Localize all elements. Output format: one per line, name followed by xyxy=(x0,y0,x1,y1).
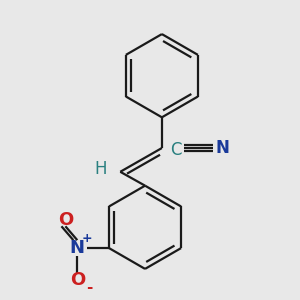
Text: N: N xyxy=(70,239,85,257)
Text: -: - xyxy=(86,280,92,295)
Text: H: H xyxy=(94,160,107,178)
Text: C: C xyxy=(170,141,182,159)
Text: +: + xyxy=(82,232,92,245)
Text: N: N xyxy=(215,139,229,157)
Text: O: O xyxy=(58,211,73,229)
Text: O: O xyxy=(70,271,85,289)
